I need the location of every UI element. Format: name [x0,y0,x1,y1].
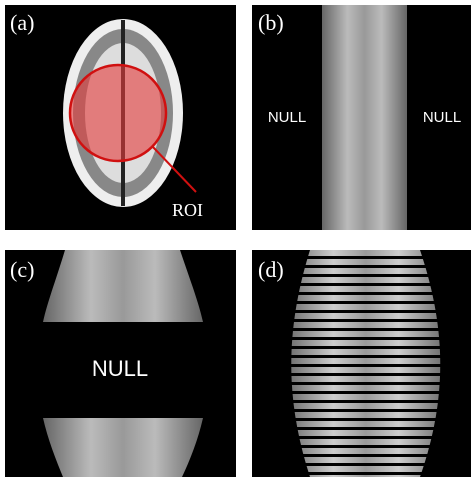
roi-label: ROI [172,200,203,220]
panel-label: (a) [10,10,34,35]
sinogram-bottom [43,418,203,477]
panel-a: (a) ROI [5,5,236,230]
panel-b: (b) NULL NULL [252,5,471,230]
panel-c: (c) NULL [5,250,236,477]
sinogram-sampled [291,250,440,477]
panel-label: (c) [10,257,34,282]
null-label: NULL [92,356,148,381]
panel-d: (d) [252,250,471,477]
sinogram-top [43,250,203,322]
panel-label: (d) [258,257,284,282]
sinogram [322,5,407,230]
panel-label: (b) [258,10,284,35]
null-label: NULL [268,109,306,126]
null-label: NULL [423,109,461,126]
figure: (a) ROI (b) NULL NULL (c) NULL (d) [0,0,476,480]
